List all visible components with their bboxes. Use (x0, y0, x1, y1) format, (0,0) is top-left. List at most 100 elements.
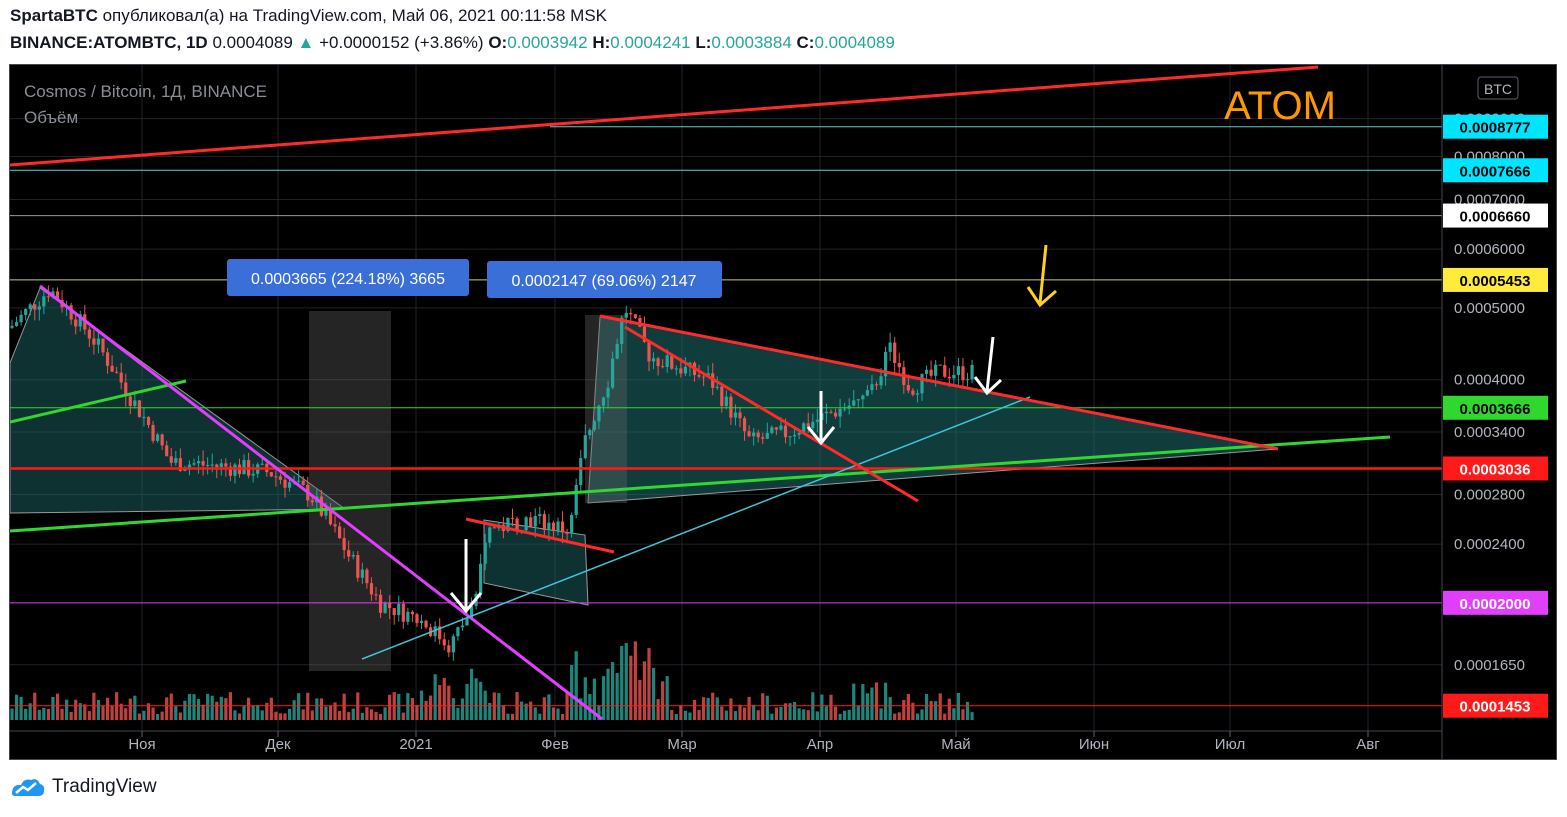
volume-bar (224, 698, 228, 720)
time-tick-label: Ноя (128, 736, 155, 753)
author-name[interactable]: SpartaBTC (10, 6, 98, 25)
candle-body (929, 369, 933, 376)
volume-bar (865, 693, 869, 720)
price-chart[interactable]: 0.0003665 (224.18%) 3665 0.0002147 (69.0… (10, 65, 1556, 759)
candle-body (410, 611, 414, 615)
candle-body (192, 463, 196, 465)
candle-body (943, 365, 947, 377)
volume-bar (438, 685, 442, 720)
cyan-uptrend (361, 396, 1031, 660)
measure-box-1[interactable]: 0.0003665 (224.18%) 3665 (227, 259, 469, 296)
candle-body (196, 461, 201, 464)
up-triangle-icon: ▲ (297, 33, 315, 52)
price-level-tag (1443, 395, 1548, 420)
volume-bar (620, 645, 624, 720)
price-level-tag (1443, 456, 1548, 481)
volume-bar (506, 713, 510, 720)
volume-bar (14, 694, 19, 720)
candle-body (287, 482, 292, 488)
candle-body (338, 526, 342, 539)
volume-bar (624, 643, 628, 720)
volume-bar (269, 697, 273, 720)
candle-body (69, 305, 73, 320)
volume-bar (683, 710, 687, 720)
candle-body (19, 314, 23, 323)
volume-bar (183, 700, 187, 720)
chart-frame: 0.0003665 (224.18%) 3665 0.0002147 (69.0… (9, 64, 1557, 760)
volume-bar (10, 708, 14, 720)
price-level-tag (1443, 158, 1548, 183)
measure-text-1: 0.0003665 (224.18%) 3665 (251, 271, 445, 288)
candle-body (665, 355, 669, 367)
volume-bar (187, 694, 192, 720)
price-tick-label: 0.0003400 (1454, 424, 1525, 441)
volume-bar (733, 711, 738, 720)
candle-body (870, 384, 874, 391)
candle-body (401, 603, 405, 622)
volume-bar (574, 651, 578, 720)
volume-bar (674, 713, 678, 720)
candle-body (55, 291, 60, 301)
volume-bar (319, 698, 323, 720)
volume-bar (160, 711, 164, 720)
candle-body (629, 312, 633, 315)
candle-body (419, 620, 424, 624)
measure-zone-1 (309, 311, 391, 671)
publish-info: SpartaBTC опубликовал(а) на TradingView.… (10, 6, 607, 26)
candle-body (788, 436, 792, 438)
volume-bar (697, 709, 701, 720)
candle-body (843, 408, 847, 410)
candle-body (165, 445, 169, 457)
volume-bar (406, 693, 410, 720)
volume-bar (720, 706, 724, 720)
volume-bar (65, 699, 69, 720)
volume-bar (797, 708, 801, 720)
candle-body (601, 397, 606, 406)
candle-body (620, 317, 624, 344)
volume-bar (897, 712, 901, 720)
candle-body (328, 509, 333, 525)
high-value: 0.0004241 (610, 33, 691, 52)
currency-button[interactable]: BTC (1477, 76, 1519, 100)
open-value: 0.0003942 (507, 33, 588, 52)
volume-bar (715, 697, 719, 720)
candle-body (765, 432, 769, 439)
volume-bar (793, 702, 797, 720)
volume-bar (415, 705, 419, 720)
price-tick-label: 0.0004000 (1454, 372, 1525, 389)
volume-bar (219, 696, 223, 720)
footer-brand[interactable]: TradingView (10, 776, 157, 798)
volume-bar (315, 698, 319, 720)
candle-body (228, 466, 232, 476)
candle-body (215, 464, 219, 467)
candle-body (970, 365, 974, 380)
candle-body (906, 385, 910, 391)
volume-bar (702, 697, 706, 720)
volume-bar (756, 710, 760, 720)
volume-bar (55, 693, 60, 720)
volume-bar (110, 706, 114, 720)
volume-bar (861, 684, 865, 720)
candle-body (251, 473, 255, 476)
candle-body (756, 432, 760, 438)
tradingview-logo-icon (12, 779, 45, 796)
measure-text-2: 0.0002147 (69.06%) 2147 (511, 273, 696, 290)
volume-bar (774, 707, 778, 720)
volume-bar (888, 697, 892, 720)
volume-bar (142, 710, 146, 720)
volume-bar (952, 708, 956, 720)
time-tick-label: Фев (541, 736, 569, 753)
volume-bar (874, 682, 879, 720)
price-level-value: 0.0003036 (1460, 461, 1531, 478)
volume-bar (579, 698, 583, 720)
volume-bar (169, 693, 173, 720)
volume-bar (551, 707, 556, 720)
volume-bar (165, 697, 169, 720)
candle-body (415, 614, 419, 624)
candle-body (729, 396, 733, 418)
candle-body (456, 627, 460, 637)
candle-body (615, 343, 619, 359)
volume-legend: Объём (24, 108, 78, 127)
measure-box-2[interactable]: 0.0002147 (69.06%) 2147 (487, 261, 722, 298)
candle-body (178, 458, 182, 471)
